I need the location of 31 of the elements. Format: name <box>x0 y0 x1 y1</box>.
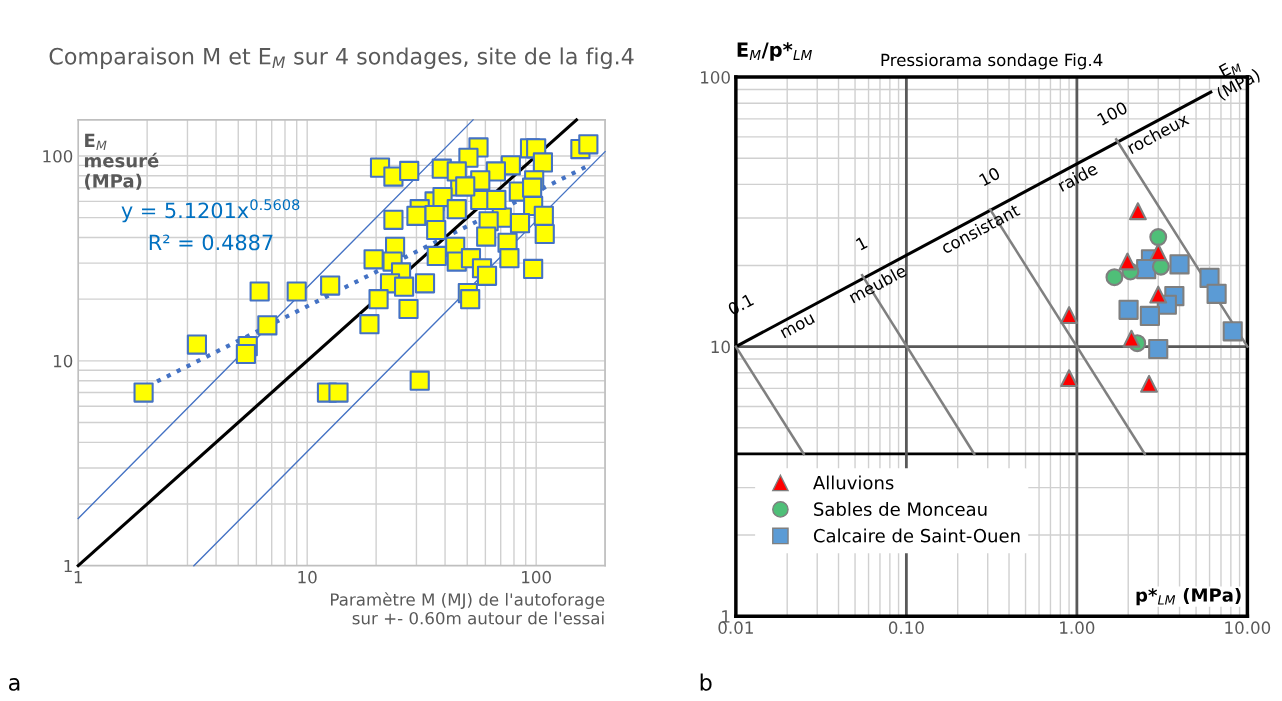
annotation: y = 5.1201x$^{0.5608}$ <box>121 199 300 223</box>
y-axis-title: E$_{M}$/p*$_{LM}$ <box>737 42 812 61</box>
y-axis-title: E$_{M}$ mesuré (MPa) <box>84 133 159 190</box>
x-tick-label: 100 <box>522 570 551 584</box>
y-tick-label: 10 <box>711 340 730 354</box>
legend-label: Calcaire de Saint-Ouen <box>813 528 1020 543</box>
annotation: 100 <box>1096 101 1129 126</box>
x-tick-label: 10 <box>298 570 317 584</box>
x-tick-label: 1 <box>74 571 82 584</box>
legend-label: Alluvions <box>813 475 894 490</box>
y-tick-label: 100 <box>701 71 730 84</box>
text: a <box>9 678 20 691</box>
y-tick-label: 10 <box>53 354 73 368</box>
x-tick-label: 10.00 <box>1225 621 1271 634</box>
annotation: R² = 0.4887 <box>149 234 273 251</box>
text: b <box>700 673 712 691</box>
x-axis-title: p*$_{LM}$ (MPa) <box>1136 587 1241 606</box>
annotation: mou <box>780 314 816 339</box>
y-tick-label: 1 <box>722 610 730 623</box>
x-axis-title: Paramètre M (MJ) de l'autoforage sur +- 0.60m autour de l'essai <box>331 592 605 625</box>
legend-label: Sables de Monceau <box>814 502 987 517</box>
x-tick-label: 1.00 <box>1060 621 1095 634</box>
chart-title: Comparaison M et E$_{M}$ sur 4 sondages, site de la fig.4 <box>49 47 634 69</box>
annotation: 10 <box>978 166 1001 187</box>
y-tick-label: 1 <box>64 559 72 573</box>
y-tick-label: 100 <box>43 149 73 163</box>
annotation: raide <box>1056 161 1099 192</box>
chart-title: Pressiorama sondage Fig.4 <box>881 53 1103 70</box>
x-tick-label: 0.10 <box>888 621 924 634</box>
annotation: 1 <box>855 236 868 251</box>
x-tick-label: 0.01 <box>718 621 753 634</box>
